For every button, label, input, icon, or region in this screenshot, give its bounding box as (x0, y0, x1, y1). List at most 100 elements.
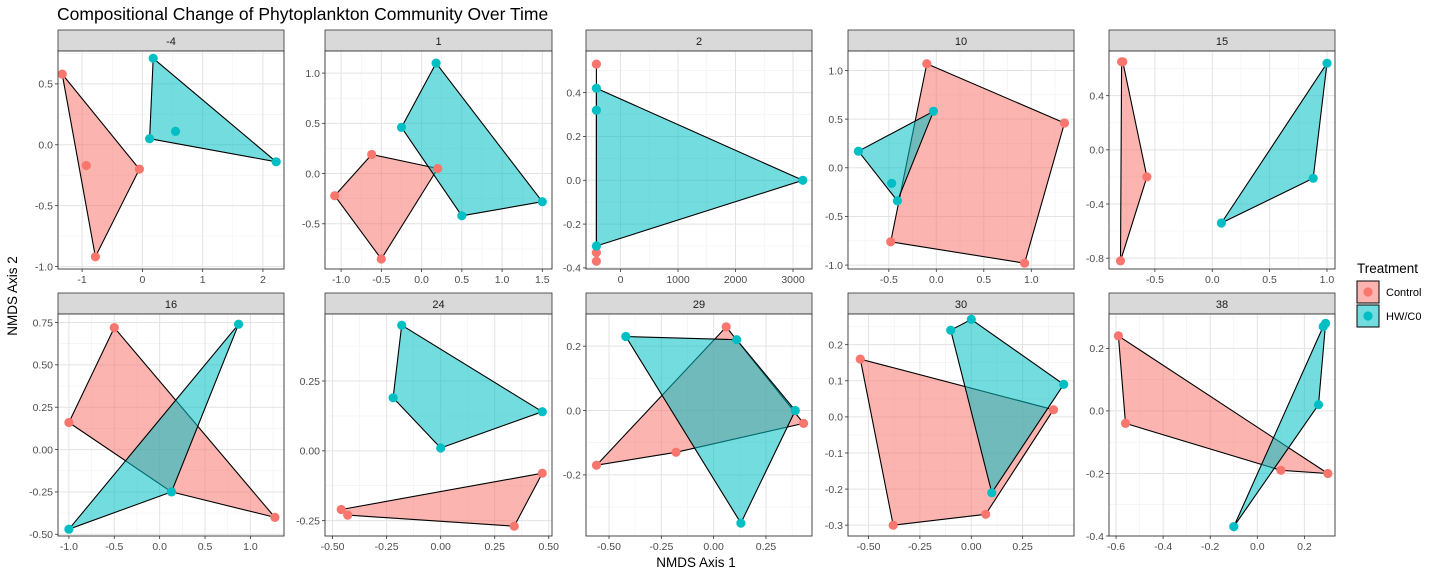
x-tick-label: 2 (260, 274, 266, 286)
data-point (336, 504, 346, 515)
panel-border (324, 50, 553, 270)
y-tick-label: 0.0 (1089, 406, 1104, 418)
facet-panel: 30 -0.50 -0.25 0.00 0.25 -0.3 -0.2 -0.1 0.0 0.1 0.… (825, 292, 1075, 553)
legend-key-point (1363, 311, 1373, 321)
y-tick-label: 0.0 (828, 412, 843, 424)
x-tick-label: 1.0 (495, 274, 510, 286)
series-polygon (857, 110, 935, 202)
data-point (886, 237, 896, 247)
x-tick-label: 0.50 (539, 541, 560, 553)
data-point (433, 163, 443, 174)
legend-entry: Control (1356, 280, 1421, 304)
data-point (64, 524, 74, 534)
data-point (109, 323, 119, 333)
y-tick-label: -0.25 (29, 487, 53, 499)
data-point (591, 83, 602, 93)
y-tick-label: -0.5 (302, 219, 320, 231)
y-tick-label: -0.2 (563, 219, 581, 231)
data-point (790, 405, 800, 416)
facet-label: 24 (432, 299, 444, 311)
facet-label: 2 (696, 36, 702, 48)
facet-panel: 2 0 1000 2000 3000 -0.4 -0.2 0.0 0.2 0.4 (563, 29, 813, 286)
y-tick-label: 0.0 (566, 175, 581, 187)
data-point (922, 59, 932, 69)
x-tick-label: -1 (77, 274, 86, 286)
x-tick-label: 0.0 (1205, 274, 1220, 286)
y-tick-label: 0.5 (38, 79, 53, 91)
panel-border (324, 313, 553, 537)
legend: Treatment Control HW/C0 (1356, 261, 1421, 328)
x-tick-label: 1.0 (243, 541, 258, 553)
x-tick-label: 1 (200, 274, 206, 286)
x-tick-label: -0.5 (105, 541, 123, 553)
data-point (892, 196, 903, 206)
facet-label: 15 (1216, 36, 1228, 48)
x-tick-label: 0.5 (455, 274, 470, 286)
panel-border (1108, 50, 1336, 270)
x-tick-label: 0.0 (152, 541, 167, 553)
y-tick-label: -0.1 (825, 448, 843, 460)
series-polygon (61, 73, 140, 258)
legend-key-point (1363, 287, 1373, 297)
x-tick-label: 0 (618, 274, 624, 286)
panel-border (57, 50, 285, 270)
data-point (367, 149, 377, 160)
x-tick-label: -0.5 (880, 274, 898, 286)
data-point (981, 509, 991, 519)
data-point (270, 512, 280, 523)
panel-border (585, 313, 813, 537)
y-tick-label: 0.50 (33, 360, 54, 372)
data-point (671, 447, 681, 457)
panel-border (847, 50, 1075, 270)
x-tick-label: 0.0 (1250, 541, 1265, 553)
chart-title: Compositional Change of Phytoplankton Co… (57, 4, 548, 24)
x-tick-label: 0.0 (929, 274, 944, 286)
x-tick-label: 0.25 (1012, 541, 1033, 553)
y-tick-label: -0.3 (825, 520, 843, 532)
y-tick-label: -0.5 (35, 200, 53, 212)
data-point (1118, 57, 1128, 67)
data-point (798, 175, 808, 185)
data-point (166, 487, 177, 497)
data-point (330, 191, 340, 201)
x-tick-label: -0.50 (597, 541, 621, 553)
data-point (1229, 522, 1239, 532)
x-tick-label: 0.00 (961, 541, 982, 553)
data-point (376, 254, 386, 264)
x-tick-label: 0.0 (414, 274, 429, 286)
x-tick-label: -1.0 (332, 274, 350, 286)
data-point (966, 314, 976, 324)
x-tick-label: 2000 (724, 274, 748, 286)
y-tick-label: 1.0 (305, 68, 320, 80)
legend-entries: Control HW/C0 (1356, 280, 1421, 328)
y-tick-label: 0.4 (1089, 90, 1104, 102)
facet-panels: -4-1 0 1 2-1.0-0.50.00.51-1.0 -0.5 0.0 0.5 1.0 1… (29, 29, 1336, 553)
panel-border (585, 50, 813, 270)
data-point (1322, 58, 1332, 68)
facet-panel: 15 -0.5 0.0 0.5 1.0 -0.8 -0.4 0.0 0.4 (1086, 29, 1336, 286)
y-axis-title: NMDS Axis 2 (5, 256, 20, 336)
y-tick-label: -0.4 (1086, 199, 1104, 211)
y-tick-label: -0.50 (29, 529, 53, 541)
y-tick-label: -0.4 (563, 263, 581, 275)
facet-panel: 38-0.6 -0.4 -0.2 0.0 0.2-0.4-0.20.00.2 (1086, 292, 1336, 553)
panel-plot-area (1109, 314, 1335, 536)
y-tick-label: 0.0 (1089, 145, 1104, 157)
data-point (1059, 379, 1069, 389)
data-point (148, 53, 158, 63)
data-point (388, 393, 398, 403)
x-tick-label: 0.25 (484, 541, 505, 553)
x-tick-label: 0.5 (976, 274, 991, 286)
data-point (145, 134, 155, 144)
data-point (1059, 118, 1070, 128)
series-polygon (68, 323, 240, 530)
y-tick-label: 0.00 (33, 444, 54, 456)
y-tick-label: -0.2 (1086, 468, 1104, 480)
y-tick-label: -0.5 (825, 211, 843, 223)
y-tick-label: 0.5 (828, 114, 843, 126)
x-tick-label: -0.50 (321, 541, 345, 553)
data-point (736, 518, 746, 528)
x-tick-label: 1000 (666, 274, 690, 286)
data-point (987, 488, 997, 498)
data-point (1308, 173, 1318, 183)
